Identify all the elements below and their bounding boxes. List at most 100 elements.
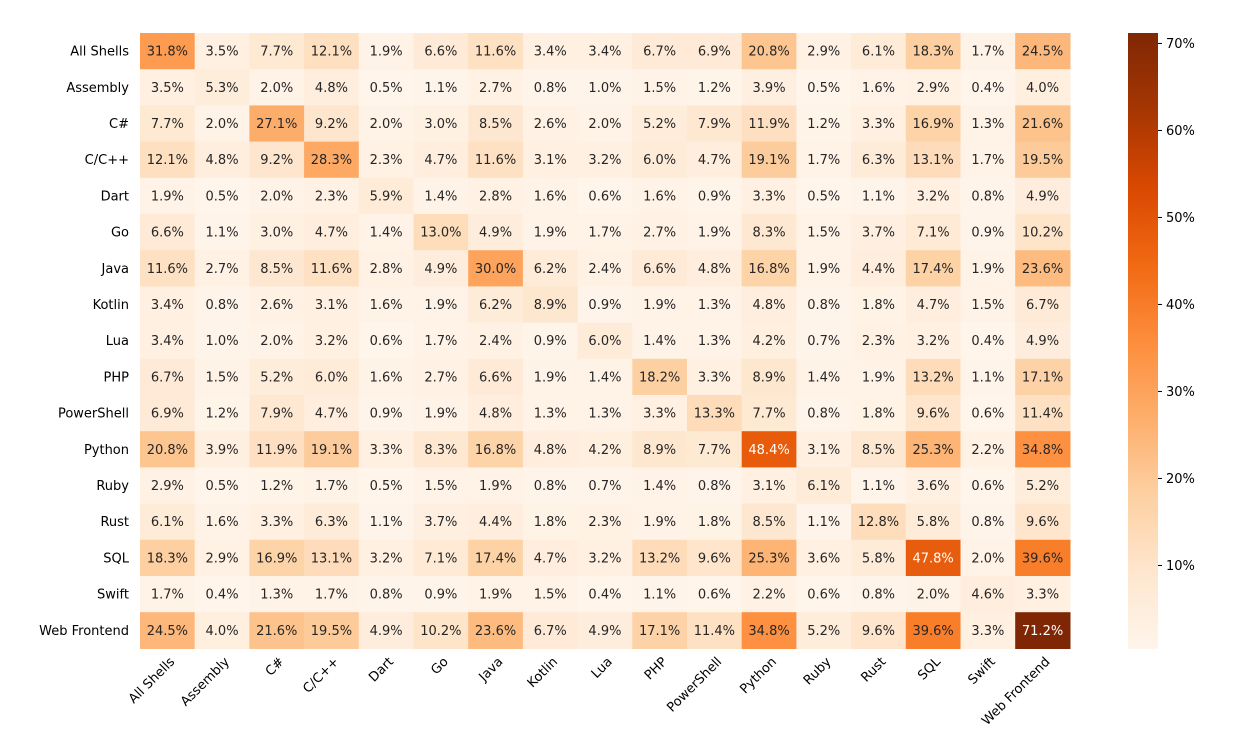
heatmap-cell	[140, 467, 196, 505]
colorbar-tick-label: 30%	[1166, 385, 1195, 400]
heatmap-cell	[358, 141, 415, 179]
heatmap-cell	[304, 177, 360, 215]
cell-value-label: 21.6%	[256, 624, 297, 639]
cell-value-label: 1.2%	[698, 81, 731, 96]
cell-value-label: 17.4%	[475, 551, 516, 566]
cell-value-label: 11.6%	[147, 262, 188, 277]
heatmap-cell	[905, 214, 962, 251]
cell-value-label: 2.7%	[206, 262, 239, 277]
cell-value-label: 3.2%	[917, 189, 950, 204]
cell-value-label: 1.0%	[588, 81, 621, 96]
cell-value-label: 0.6%	[971, 479, 1004, 494]
cell-value-label: 2.7%	[479, 81, 512, 96]
x-tick-label: Dart	[366, 655, 397, 686]
cell-value-label: 0.9%	[424, 588, 457, 603]
cell-value-label: 18.3%	[912, 45, 953, 60]
heatmap-cell	[1015, 105, 1071, 143]
heatmap-cell	[304, 612, 360, 649]
cell-value-label: 0.6%	[807, 588, 840, 603]
cell-value-label: 1.2%	[807, 117, 840, 132]
heatmap-cell	[741, 358, 797, 396]
heatmap-cell	[960, 503, 1016, 541]
heatmap-cell	[577, 105, 633, 143]
heatmap-cell	[960, 105, 1016, 143]
heatmap-cell	[905, 105, 962, 143]
cell-value-label: 17.1%	[1022, 370, 1063, 385]
cell-value-label: 5.2%	[643, 117, 676, 132]
cell-value-label: 6.0%	[315, 370, 348, 385]
cell-value-label: 1.9%	[370, 45, 403, 60]
cell-value-label: 1.9%	[534, 370, 567, 385]
x-tick-label: PHP	[642, 655, 671, 684]
cell-value-label: 24.5%	[1022, 45, 1063, 60]
cell-value-label: 1.2%	[260, 479, 293, 494]
cell-value-label: 34.8%	[1022, 443, 1063, 458]
cell-value-label: 1.7%	[971, 153, 1004, 168]
cell-value-label: 7.9%	[260, 407, 293, 422]
cell-value-label: 4.7%	[534, 551, 567, 566]
heatmap-cell	[358, 395, 415, 432]
cell-value-label: 1.5%	[807, 226, 840, 241]
cell-value-label: 13.2%	[912, 370, 953, 385]
cell-value-label: 1.3%	[698, 334, 731, 349]
cell-value-label: 1.7%	[315, 588, 348, 603]
x-tick-label: Rust	[858, 655, 889, 686]
y-tick-label: Dart	[101, 189, 129, 204]
heatmap-cells: 31.8% 3.5% 7.7% 12.1% 1.9% 6.6% 11.6% 3.4% 3.4% 6…	[140, 33, 1071, 649]
heatmap-cell	[140, 33, 196, 70]
cell-value-label: 2.4%	[479, 334, 512, 349]
cell-value-label: 28.3%	[311, 153, 352, 168]
cell-value-label: 1.1%	[862, 189, 895, 204]
cell-value-label: 1.5%	[971, 298, 1004, 313]
cell-value-label: 1.6%	[206, 515, 239, 530]
heatmap-cell	[796, 105, 852, 143]
heatmap-cell	[249, 467, 305, 505]
cell-value-label: 3.1%	[315, 298, 348, 313]
cell-value-label: 2.7%	[424, 370, 457, 385]
cell-value-label: 6.9%	[698, 45, 731, 60]
cell-value-label: 1.7%	[151, 588, 184, 603]
heatmap-cell	[577, 286, 633, 324]
heatmap-cell	[194, 612, 250, 649]
cell-value-label: 8.3%	[424, 443, 457, 458]
cell-value-label: 1.9%	[534, 226, 567, 241]
cell-value-label: 6.2%	[534, 262, 567, 277]
heatmap-cell	[468, 539, 524, 577]
cell-value-label: 19.5%	[311, 624, 352, 639]
cell-value-label: 1.4%	[424, 189, 457, 204]
heatmap-cell	[687, 431, 743, 468]
heatmap-cell	[851, 431, 907, 468]
cell-value-label: 0.9%	[971, 226, 1004, 241]
heatmap-cell	[632, 431, 688, 468]
heatmap-cell	[1015, 33, 1071, 70]
heatmap-cell	[905, 69, 962, 106]
colorbar-tick-label: 40%	[1166, 298, 1195, 313]
cell-value-label: 1.9%	[862, 370, 895, 385]
heatmap-cell	[577, 69, 633, 106]
cell-value-label: 10.2%	[1022, 226, 1063, 241]
cell-value-label: 1.8%	[534, 515, 567, 530]
heatmap-cell	[960, 33, 1016, 70]
cell-value-label: 0.8%	[971, 189, 1004, 204]
cell-value-label: 3.4%	[588, 45, 621, 60]
cell-value-label: 1.3%	[260, 588, 293, 603]
heatmap-cell	[140, 250, 196, 287]
heatmap-cell	[741, 105, 797, 143]
cell-value-label: 3.4%	[534, 45, 567, 60]
cell-value-label: 7.7%	[753, 407, 786, 422]
heatmap-cell	[140, 286, 196, 324]
cell-value-label: 2.0%	[370, 117, 403, 132]
cell-value-label: 1.8%	[862, 298, 895, 313]
cell-value-label: 2.9%	[151, 479, 184, 494]
heatmap-cell	[304, 141, 360, 179]
heatmap-cell	[468, 467, 524, 505]
cell-value-label: 13.1%	[912, 153, 953, 168]
cell-value-label: 13.2%	[639, 551, 680, 566]
heatmap-cell	[140, 105, 196, 143]
cell-value-label: 1.6%	[370, 370, 403, 385]
cell-value-label: 5.2%	[1026, 479, 1059, 494]
heatmap-cell	[140, 612, 196, 649]
heatmap-cell	[249, 612, 305, 649]
heatmap-cell	[687, 286, 743, 324]
heatmap-cell	[687, 69, 743, 106]
